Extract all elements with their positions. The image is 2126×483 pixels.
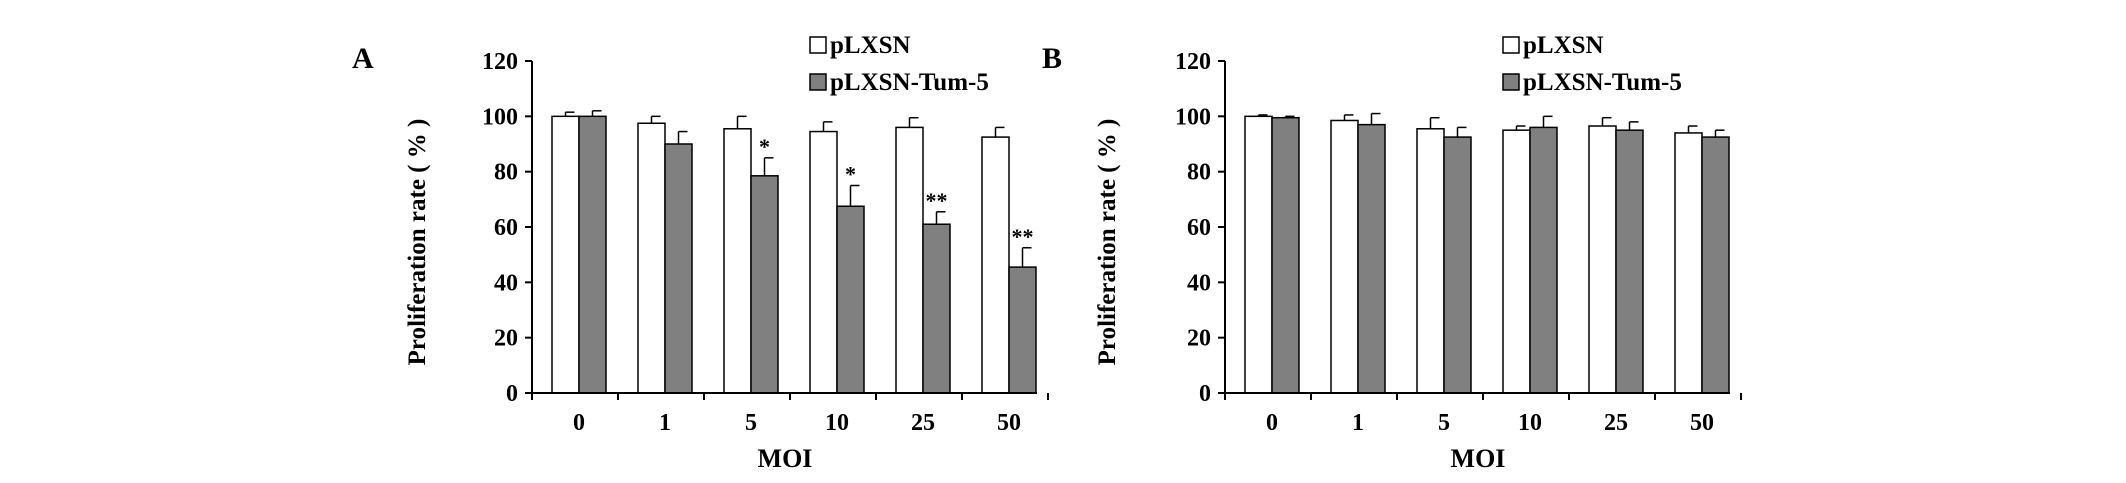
significance-marker: * <box>845 162 856 187</box>
significance-marker: ** <box>1012 224 1034 249</box>
x-tick-label: 10 <box>825 410 849 436</box>
y-tick-label: 80 <box>1187 160 1211 186</box>
legend-label: pLXSN-Tum-5 <box>830 69 989 96</box>
x-tick-label: 25 <box>911 410 935 436</box>
bar-plxsn-tum5-50 <box>1008 266 1037 394</box>
bar-plxsn-0 <box>551 115 580 394</box>
x-axis-label: MOI <box>1451 444 1506 473</box>
bar-plxsn-10 <box>1502 129 1531 394</box>
x-tick-label: 0 <box>573 410 585 436</box>
x-tick-label: 1 <box>659 410 671 436</box>
bar-plxsn-tum5-10 <box>1529 126 1558 394</box>
x-tick-label: 25 <box>1604 410 1628 436</box>
panel-label: B <box>1042 42 1062 75</box>
significance-marker: * <box>759 134 770 159</box>
y-tick-label: 20 <box>1187 326 1211 352</box>
x-tick-label: 5 <box>1438 410 1450 436</box>
y-tick-label: 80 <box>494 160 518 186</box>
bar-plxsn-50 <box>981 136 1010 394</box>
bar-plxsn-1 <box>637 122 666 394</box>
bar-plxsn-tum5-25 <box>1615 129 1644 394</box>
significance-marker: ** <box>926 188 948 213</box>
bar-plxsn-0 <box>1244 115 1273 394</box>
bar-plxsn-50 <box>1674 132 1703 394</box>
legend-label: pLXSN <box>1523 32 1604 59</box>
bar-plxsn-tum5-50 <box>1701 136 1730 394</box>
y-tick-label: 20 <box>494 326 518 352</box>
x-tick-label: 1 <box>1352 410 1364 436</box>
x-tick-label: 0 <box>1266 410 1278 436</box>
bar-plxsn-tum5-0 <box>578 115 607 394</box>
bar-plxsn-25 <box>1588 125 1617 394</box>
chart-panel-b: B 0 20 40 60 80 100 120 0 1 5 10 25 50 MOI Proliferatio… <box>1042 32 1742 473</box>
x-tick-label: 5 <box>745 410 757 436</box>
bar-plxsn-tum5-1 <box>664 143 693 394</box>
x-axis-label: MOI <box>758 444 813 473</box>
legend-label: pLXSN-Tum-5 <box>1523 69 1682 96</box>
y-tick-label: 120 <box>482 49 518 75</box>
legend-swatch-plxsn-tum5 <box>809 73 827 91</box>
y-tick-label: 120 <box>1175 49 1211 75</box>
bar-plxsn-tum5-5 <box>750 175 779 394</box>
bar-plxsn-tum5-25 <box>922 223 951 394</box>
bar-plxsn-tum5-10 <box>836 205 865 394</box>
bar-plxsn-10 <box>809 130 838 394</box>
bar-plxsn-tum5-1 <box>1357 123 1386 394</box>
panel-label: A <box>352 42 374 75</box>
y-axis-label: Proliferation rate ( % ) <box>1094 119 1121 366</box>
legend-swatch-plxsn <box>1502 36 1520 54</box>
y-tick-label: 60 <box>494 215 518 241</box>
x-tick-label: 50 <box>997 410 1021 436</box>
y-tick-label: 40 <box>494 270 518 296</box>
x-tick-label: 10 <box>1518 410 1542 436</box>
y-tick-label: 40 <box>1187 270 1211 296</box>
bar-plxsn-5 <box>723 128 752 394</box>
y-axis-label: Proliferation rate ( % ) <box>404 119 431 366</box>
y-tick-label: 0 <box>1199 381 1211 407</box>
bar-plxsn-5 <box>1416 128 1445 394</box>
y-tick-label: 100 <box>482 104 518 130</box>
bar-plxsn-tum5-5 <box>1443 136 1472 394</box>
legend-swatch-plxsn-tum5 <box>1502 73 1520 91</box>
legend-label: pLXSN <box>830 32 911 59</box>
y-tick-label: 0 <box>506 381 518 407</box>
y-tick-label: 60 <box>1187 215 1211 241</box>
bar-plxsn-tum5-0 <box>1271 116 1300 394</box>
bar-plxsn-25 <box>895 126 924 394</box>
bar-plxsn-1 <box>1330 119 1359 394</box>
x-tick-label: 50 <box>1690 410 1714 436</box>
legend-swatch-plxsn <box>809 36 827 54</box>
y-tick-label: 100 <box>1175 104 1211 130</box>
